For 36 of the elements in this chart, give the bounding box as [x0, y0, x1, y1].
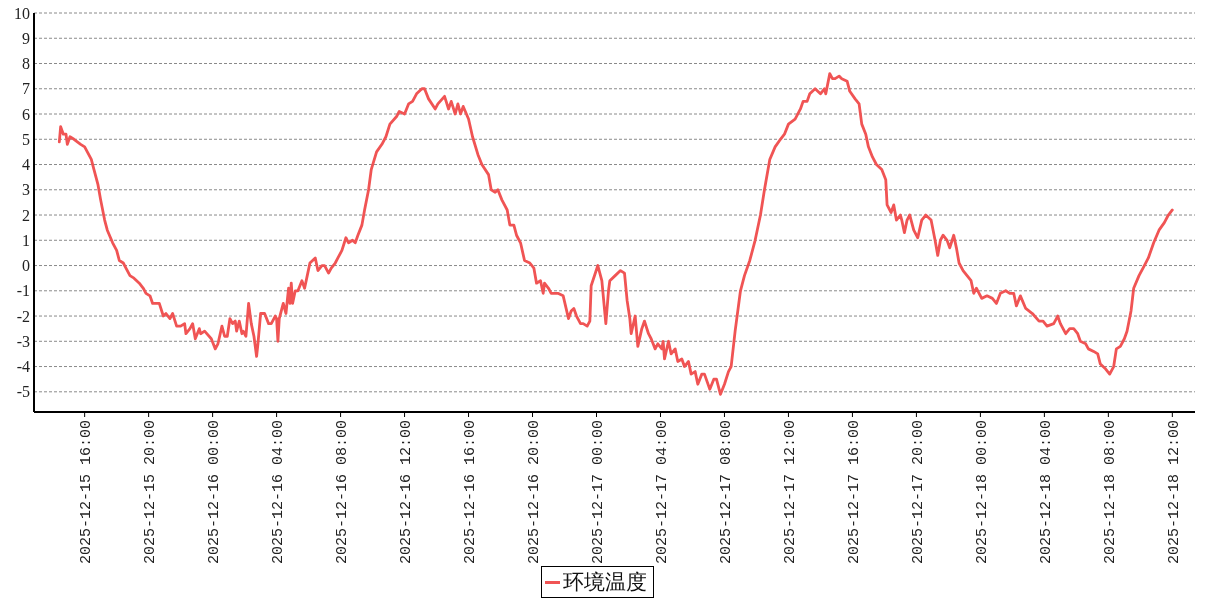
y-tick-label: 6 [22, 105, 30, 123]
y-tick-label: -3 [16, 332, 30, 350]
y-tick-label: 4 [22, 156, 30, 174]
x-tick-label: 2025-12-18 08:00 [1101, 420, 1119, 565]
line-series [57, 72, 1174, 396]
x-tick-label: 2025-12-16 00:00 [205, 420, 223, 565]
y-tick-label: -4 [16, 358, 30, 376]
y-tick-label: -5 [16, 383, 30, 401]
y-tick-label: 0 [22, 257, 30, 275]
y-tick-label: -1 [16, 282, 30, 300]
x-tick-label: 2025-12-17 04:00 [653, 420, 671, 565]
legend-label: 环境温度 [563, 569, 647, 596]
y-tick-label: 5 [22, 130, 30, 148]
x-tick-label: 2025-12-15 20:00 [141, 420, 159, 565]
x-tick-label: 2025-12-17 16:00 [845, 420, 863, 565]
x-tick-label: 2025-12-15 16:00 [77, 420, 95, 565]
y-tick-label: 10 [14, 4, 30, 22]
y-tick-label: -2 [16, 307, 30, 325]
x-tick-label: 2025-12-17 00:00 [589, 420, 607, 565]
y-tick-label: 1 [22, 231, 30, 249]
x-tick-label: 2025-12-18 04:00 [1037, 420, 1055, 565]
x-tick-label: 2025-12-18 00:00 [973, 420, 991, 565]
y-tick-label: 3 [22, 181, 30, 199]
x-tick-label: 2025-12-16 08:00 [333, 420, 351, 565]
y-tick-label: 9 [22, 29, 30, 47]
x-tick-label: 2025-12-17 12:00 [781, 420, 799, 565]
x-tick-label: 2025-12-17 20:00 [909, 420, 927, 565]
y-tick-label: 2 [22, 206, 30, 224]
x-tick-label: 2025-12-16 20:00 [525, 420, 543, 565]
x-tick-label: 2025-12-17 08:00 [717, 420, 735, 565]
y-tick-label: 8 [22, 55, 30, 73]
x-tick-label: 2025-12-16 12:00 [397, 420, 415, 565]
y-tick-label: 7 [22, 80, 30, 98]
x-tick-label: 2025-12-16 04:00 [269, 420, 287, 565]
x-tick-label: 2025-12-18 12:00 [1165, 420, 1183, 565]
x-tick-label: 2025-12-16 16:00 [461, 420, 479, 565]
